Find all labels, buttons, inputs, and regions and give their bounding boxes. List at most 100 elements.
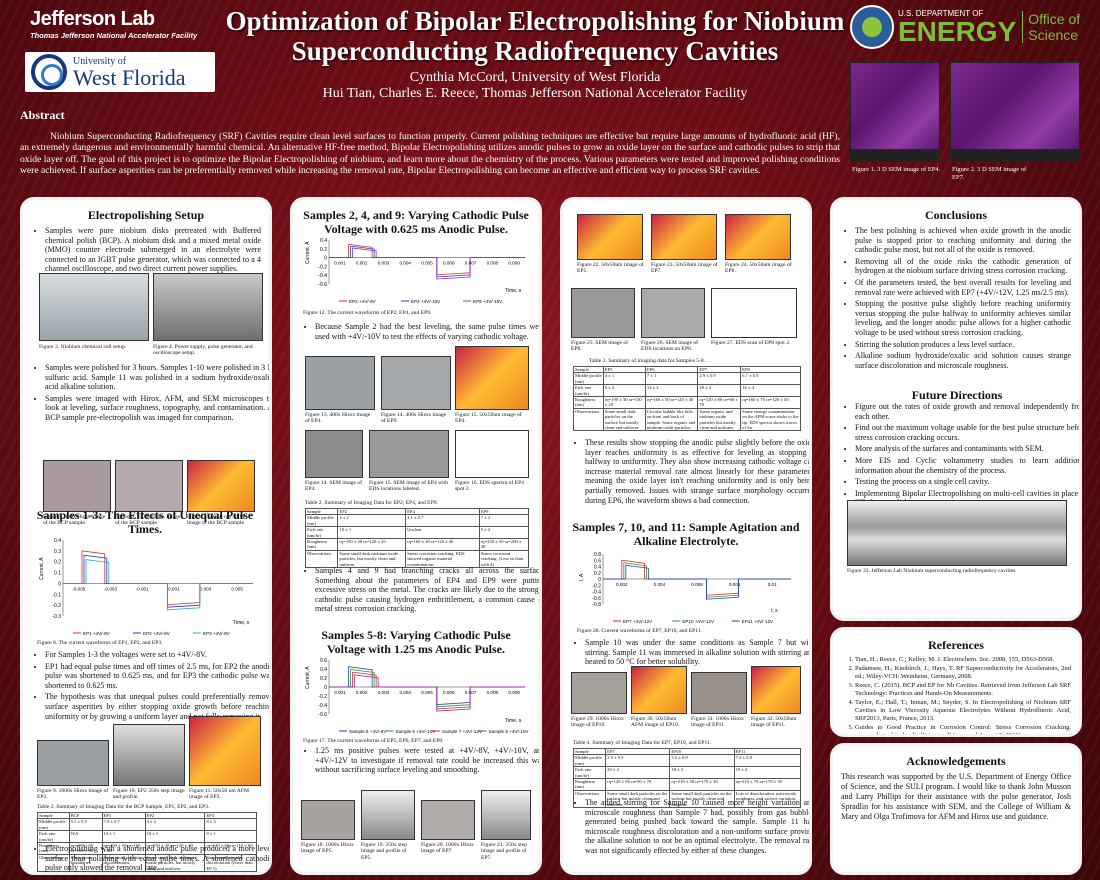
x-tick-label: 0.005 bbox=[421, 690, 433, 695]
y-tick-label: -0.3 bbox=[52, 614, 61, 620]
table-row: Sample BCP EP1 EP2 EP3 bbox=[37, 811, 257, 820]
table-cell: EP3 bbox=[204, 811, 257, 820]
figure-2-sem-image bbox=[950, 62, 1080, 162]
figure-17-caption: Figure 17. The current waveforms of EP5,… bbox=[303, 738, 444, 744]
figure-14b-caption: Figure 14. SEM image of EP4. bbox=[305, 480, 363, 493]
figure-14-image bbox=[381, 356, 451, 410]
table-4-caption: Table 4. Summary of Imaging Data for EP7… bbox=[573, 740, 712, 746]
x-axis-label: t, s bbox=[771, 608, 778, 614]
table-cell: Roughness (nm) bbox=[573, 396, 604, 409]
table-cell: Some small circular discolorations. bbox=[101, 853, 146, 872]
y-tick-label: 0.8 bbox=[594, 552, 601, 558]
x-tick-label: 0.002 bbox=[356, 690, 368, 695]
figure-13-caption: Figure 13. 400x Hirox image of EP4. bbox=[305, 412, 371, 425]
x-tick-label: 0.001 bbox=[334, 690, 346, 695]
y-tick-label: 0.6 bbox=[594, 558, 601, 564]
figure-31-caption: Figure 31. 1000x Hirox image of EP11. bbox=[691, 716, 744, 729]
table-cell: Middle profile (um) bbox=[572, 754, 607, 768]
table-cell: Some strange contamination on the AFM sc… bbox=[740, 407, 801, 432]
legend-entry: EP4 +4V/-10V bbox=[411, 299, 441, 304]
figure-15b-caption: Figure 15. SEM image of EP4 with EDS loc… bbox=[369, 480, 449, 493]
samples-1-3-bullet: The hypothesis was that unequal pulses c… bbox=[45, 692, 269, 721]
table-row: Observations Some small dark particles on… bbox=[573, 407, 801, 432]
table-cell: 9 ± 3 bbox=[602, 384, 646, 398]
setup-panel: Electropolishing Setup Samples were pure… bbox=[20, 197, 272, 875]
table-cell: rq=160 ± 50 ra=120 ± 40 bbox=[644, 396, 699, 409]
samples-7-10-11-bullet: The added stirring for Sample 10 caused … bbox=[585, 798, 809, 856]
figure-32-caption: Figure 32. 50x50um image of EP11. bbox=[751, 716, 797, 729]
figure-19-caption: Figure 19. 350x step image and profile o… bbox=[361, 842, 407, 861]
figure-21-caption: Figure 21. 350x step image and profile o… bbox=[481, 842, 527, 861]
doe-logo: U.S. DEPARTMENT OF ENERGY Office of Scie… bbox=[850, 4, 1090, 50]
list-item: More EIS and Cyclic voltammetry studies … bbox=[855, 456, 1079, 475]
future-directions-list: Figure out the rates of oxide growth and… bbox=[855, 402, 1079, 510]
y-tick-label: -0.2 bbox=[592, 583, 601, 589]
table-row: Sample EP5 EP6 EP7 EP8 bbox=[573, 365, 801, 374]
list-item: Padamsee, H.; Knobloch, J.; Hays, T. RF … bbox=[855, 665, 1071, 681]
table-cell: Etch rate (um/hr) bbox=[572, 766, 607, 780]
table-cell: rq=190 ± 30 ra=150 ± 20 bbox=[602, 396, 646, 409]
table-cell: EP9 bbox=[478, 507, 530, 516]
y-tick-label: -0.6 bbox=[592, 596, 601, 602]
y-axis-label: Current, A bbox=[305, 241, 311, 264]
table-cell: EP11 bbox=[733, 747, 802, 756]
legend-entry: EP7 +4V/-12V bbox=[623, 619, 653, 624]
table-cell: rq=120 ± 80 ra=90 ± 70 bbox=[605, 778, 671, 791]
table-cell: 7.4 ± 0.8 bbox=[733, 754, 802, 768]
table-cell: 7.0 ± 0.7 bbox=[101, 818, 146, 832]
figure-6-caption: Figure 6. 1000x Hirox image of the BCP s… bbox=[115, 514, 181, 527]
chart-background bbox=[303, 236, 533, 306]
setup-bullet: Samples were pure niobium disks pretreat… bbox=[45, 226, 261, 274]
table-cell: Middle profile (um) bbox=[573, 372, 604, 386]
table-cell: 8 ± 1 bbox=[204, 830, 257, 844]
x-tick-label: 0.004 bbox=[399, 690, 411, 695]
y-tick-label: 0 bbox=[598, 577, 601, 583]
table-row: Sample EP2 EP4 EP9 bbox=[304, 507, 530, 516]
figure-26-caption: Figure 26. SEM image of EDS locations on… bbox=[641, 340, 699, 353]
list-item: Stirring the solution produces a less le… bbox=[855, 340, 1071, 350]
y-tick-label: 0.2 bbox=[594, 571, 601, 577]
table-cell: rq=250 ± 50 ra=200 ± 40 bbox=[478, 538, 530, 551]
series-line bbox=[329, 247, 525, 280]
figure-11-caption: Figure 11. 50x50 um AFM image of EP2. bbox=[189, 788, 249, 801]
table-3-caption: Table 3. Summary of imaging data for Sam… bbox=[589, 358, 706, 364]
list-item: Taylor, E.; Hall, T.; Inman, M.; Snyder,… bbox=[855, 699, 1071, 723]
table-row: Sample EP7 EP10 EP11 bbox=[572, 747, 802, 756]
figure-33-caption: Figure 33. Jefferson Lab Niobium superco… bbox=[847, 568, 1017, 574]
table-cell: 6.7 ± 0.9 bbox=[740, 372, 801, 386]
table-cell: 20 ± 2 bbox=[697, 384, 742, 398]
table-row: Observations Clear grain boundaries. Some … bbox=[37, 853, 257, 872]
references-list: Tian, H.; Reece, C.; Kelley, M. J. Elect… bbox=[855, 656, 1071, 734]
table-cell: 14 ± 2 bbox=[644, 384, 699, 398]
jefferson-lab-logo: Jefferson Lab Thomas Jefferson National … bbox=[30, 8, 198, 40]
table-cell: 19 ± 2 bbox=[733, 766, 802, 780]
table-cell: Observations bbox=[37, 853, 70, 872]
table-cell: Some small dark particles on the surface… bbox=[602, 407, 646, 432]
y-tick-label: -0.6 bbox=[318, 712, 327, 718]
figure-12-caption: Figure 12. The current waveforms of EP2,… bbox=[303, 310, 432, 316]
figure-10-image bbox=[113, 724, 185, 786]
table-cell: 4 ± 1 bbox=[602, 372, 646, 386]
list-item: Tian, H.; Reece, C.; Kelley, M. J. Elect… bbox=[855, 656, 1071, 664]
doe-seal-icon bbox=[850, 5, 894, 49]
x-tick-label: 0.006 bbox=[443, 690, 455, 695]
acknowledgements-panel: Acknowledgements This research was suppo… bbox=[830, 743, 1082, 875]
series-line bbox=[63, 559, 253, 611]
table-cell: EP1 bbox=[101, 811, 146, 820]
list-item: The best polishing is achieved when oxid… bbox=[855, 226, 1071, 255]
x-tick-label: 0.005 bbox=[231, 586, 243, 591]
table-cell: rq=160 ± 70 ra=120 ± 50 bbox=[740, 396, 801, 409]
samples-2-4-9-bullet: Because Sample 2 had the best leveling, … bbox=[315, 322, 539, 341]
table-cell: 7 ± 1 bbox=[644, 372, 699, 386]
figure-27-eds-spectrum bbox=[711, 288, 797, 338]
conclusions-panel: Conclusions The best polishing is achiev… bbox=[830, 197, 1082, 621]
x-tick-label: 0.008 bbox=[729, 582, 741, 587]
series-line bbox=[329, 674, 525, 712]
figure-14-caption: Figure 14. 400x Hirox image of EP9. bbox=[381, 412, 447, 425]
samples-1-3-heading: Samples 1-3: The Effects of Unequal Puls… bbox=[36, 508, 254, 536]
x-tick-label: 0.002 bbox=[616, 582, 628, 587]
table-cell: Etch rate (um/hr) bbox=[573, 384, 604, 398]
legend-entry: EP10 +4V/-12V bbox=[682, 619, 715, 624]
y-tick-label: -0.4 bbox=[318, 273, 327, 279]
